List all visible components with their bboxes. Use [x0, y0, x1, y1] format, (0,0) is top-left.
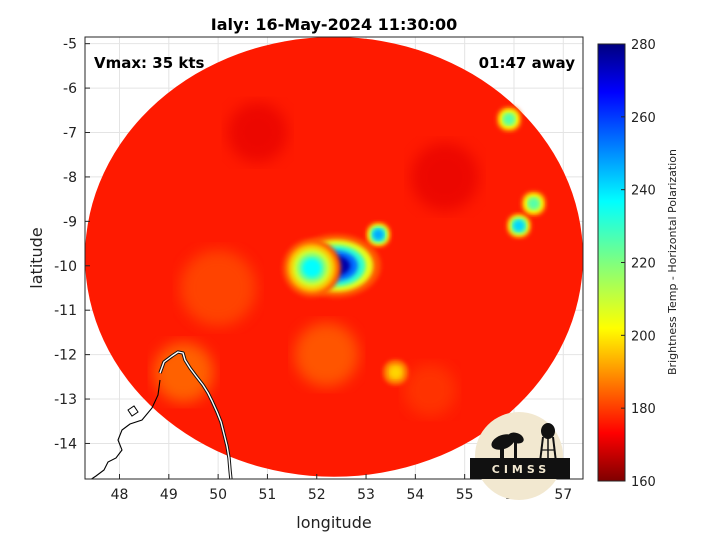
axis-ticks: 48495051525354555657-5-6-7-8-9-10-11-12-…: [54, 37, 572, 503]
y-tick-label: -14: [54, 436, 77, 452]
y-tick-label: -5: [63, 37, 77, 53]
x-tick-label: 48: [111, 487, 129, 503]
colorbar-tick-label: 220: [631, 257, 656, 272]
swath-texture: [294, 322, 359, 387]
colorbar-tick-label: 240: [631, 184, 656, 199]
x-axis-label: longitude: [296, 513, 371, 532]
coastline-highlight: [159, 351, 232, 479]
colorbar-ticks: 280 260 240 220 200 180 160: [621, 38, 656, 490]
coastline-west: [90, 379, 161, 479]
colorbar-tick-label: 200: [631, 329, 656, 344]
axes-frame: [84, 36, 584, 480]
water-tower-icon: [539, 423, 557, 463]
colorbar: [597, 43, 626, 482]
colorbar-tick-label: 160: [631, 475, 656, 490]
storm-feature: [528, 198, 540, 210]
x-tick-label: 52: [308, 487, 326, 503]
x-tick-label: 57: [554, 487, 572, 503]
x-tick-label: 51: [259, 487, 277, 503]
swath-texture: [410, 142, 479, 211]
colorbar-tick-label: 280: [631, 38, 656, 53]
colorbar-label: Brightness Temp - Horizontal Polarizatio…: [666, 149, 679, 375]
storm-feature: [302, 258, 322, 278]
x-tick-label: 53: [357, 487, 375, 503]
swath-texture: [180, 249, 257, 326]
time-away-label: 01:47 away: [479, 54, 576, 72]
cimss-logo: CIMSS: [470, 412, 570, 500]
coastline-islet: [127, 405, 139, 417]
storm-feature: [390, 366, 402, 378]
chart-title: Ialy: 16-May-2024 11:30:00: [211, 15, 458, 34]
colorbar-tick-label: 180: [631, 402, 656, 417]
swath-texture: [227, 102, 288, 163]
y-tick-label: -6: [63, 81, 77, 97]
swath-texture: [404, 364, 457, 417]
y-axis-label: latitude: [27, 227, 46, 288]
vmax-label: Vmax: 35 kts: [94, 54, 204, 72]
y-tick-label: -13: [54, 392, 77, 408]
swath-texture: [153, 342, 214, 403]
x-tick-label: 50: [209, 487, 227, 503]
x-tick-label: 54: [406, 487, 424, 503]
y-tick-label: -9: [63, 214, 77, 230]
satellite-dish-icon: [491, 432, 524, 462]
microwave-swath: [85, 37, 583, 477]
colorbar-tick-label: 260: [631, 111, 656, 126]
x-tick-label: 55: [456, 487, 474, 503]
storm-feature: [372, 229, 384, 241]
y-tick-label: -8: [63, 170, 77, 186]
x-tick-label: 49: [160, 487, 178, 503]
logo-text: CIMSS: [492, 463, 550, 476]
y-tick-label: -11: [54, 303, 77, 319]
y-tick-label: -12: [54, 348, 77, 364]
storm-feature: [503, 113, 515, 125]
y-tick-label: -10: [54, 259, 77, 275]
storm-feature: [513, 220, 525, 232]
y-tick-label: -7: [63, 126, 77, 142]
